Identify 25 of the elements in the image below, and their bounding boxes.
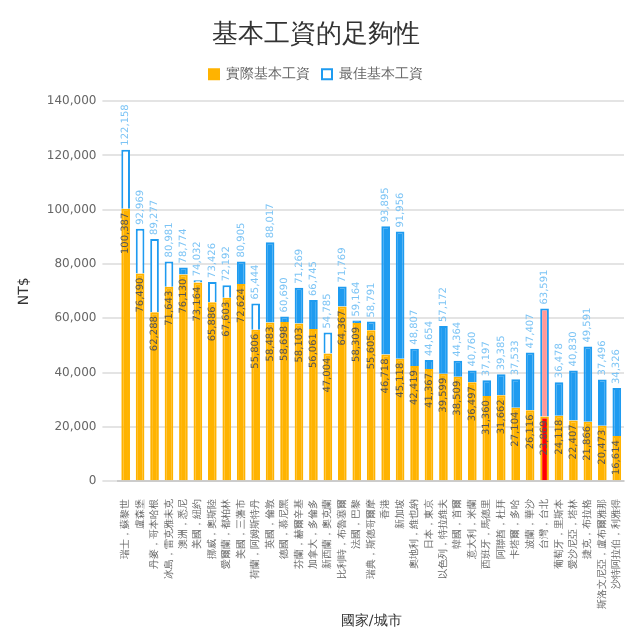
bar: [612, 388, 622, 437]
bar: [280, 321, 289, 481]
bar: [381, 354, 390, 481]
bar: [496, 374, 506, 396]
bar: [569, 370, 578, 421]
bar: [352, 322, 362, 481]
bar: [236, 284, 246, 481]
bar: [337, 286, 347, 307]
bar: [309, 329, 318, 481]
bar: [482, 380, 492, 397]
bar: [207, 302, 217, 481]
bar: [121, 208, 130, 481]
bar: [222, 297, 232, 481]
bar: [251, 329, 260, 481]
bar: [309, 300, 318, 330]
bar: [381, 226, 390, 355]
bar: [150, 312, 159, 481]
bar: [439, 326, 448, 374]
bar: [598, 379, 607, 426]
bar: [179, 274, 188, 481]
bar: [236, 261, 246, 285]
bar: [410, 348, 419, 367]
chart-title: 基本工資的足夠性: [212, 20, 420, 51]
bar: [337, 306, 347, 481]
bar: [366, 330, 376, 481]
